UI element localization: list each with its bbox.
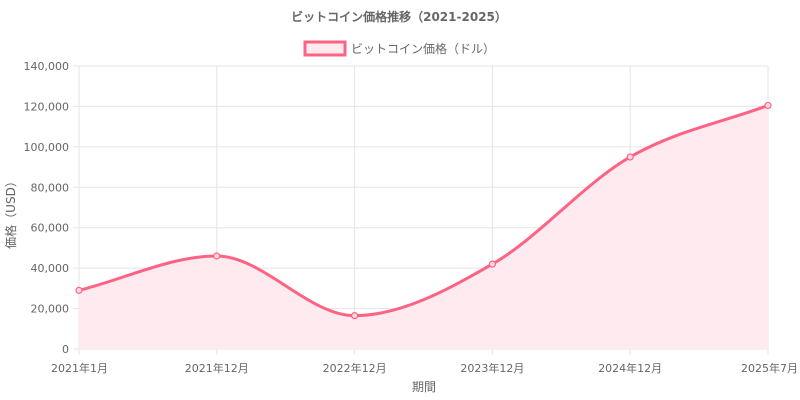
y-tick-label: 80,000 xyxy=(31,181,70,194)
legend[interactable]: ビットコイン価格（ドル） xyxy=(303,40,495,57)
legend-swatch xyxy=(303,40,347,57)
x-axis-ticks: 2021年1月 2021年12月 2022年12月 2023年12月 2024年12月 2… xyxy=(51,361,798,375)
data-point xyxy=(764,101,772,110)
series-area-fill xyxy=(79,105,768,350)
data-point xyxy=(488,260,496,268)
data-point xyxy=(75,286,83,294)
x-tick-label: 2021年1月 xyxy=(51,361,108,375)
y-tick-label: 20,000 xyxy=(31,303,70,316)
x-tick-label: 2021年12月 xyxy=(185,361,249,375)
series-points xyxy=(75,101,772,320)
data-point xyxy=(213,252,221,260)
data-point xyxy=(351,312,359,320)
legend-label: ビットコイン価格（ドル） xyxy=(351,41,495,56)
y-tick-label: 120,000 xyxy=(24,100,70,113)
x-tick-label: 2023年12月 xyxy=(460,361,524,375)
series-line xyxy=(78,104,769,318)
y-tick-label: 100,000 xyxy=(24,141,70,154)
x-tick-label: 2022年12月 xyxy=(323,361,387,375)
x-tick-label: 2025年7月 xyxy=(741,361,798,375)
y-axis-ticks: 0 20,000 40,000 60,000 80,000 100,000 120,000 1… xyxy=(24,60,70,356)
y-tick-label: 0 xyxy=(62,343,69,356)
y-tick-label: 140,000 xyxy=(24,60,70,73)
data-point xyxy=(626,153,634,161)
chart-title: ビットコイン価格推移（2021-2025） xyxy=(291,9,507,24)
x-tick-label: 2024年12月 xyxy=(598,361,662,375)
y-tick-label: 60,000 xyxy=(31,222,70,235)
x-axis-title: 期間 xyxy=(412,380,436,394)
y-tick-label: 40,000 xyxy=(31,262,70,275)
y-axis-title: 価格（USD） xyxy=(3,175,18,249)
